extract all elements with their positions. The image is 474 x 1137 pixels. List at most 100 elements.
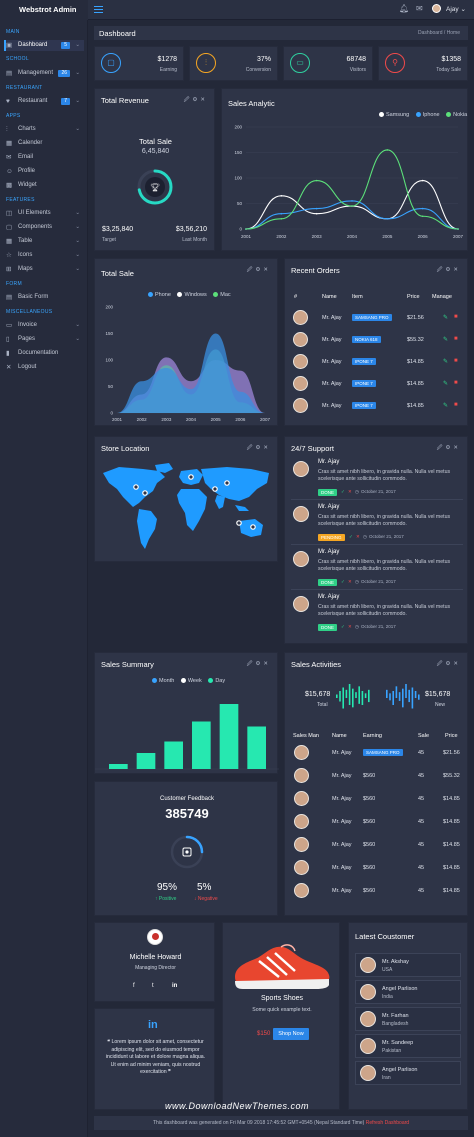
- check-icon[interactable]: ✓: [341, 624, 345, 629]
- panel-tools[interactable]: 🖉︎⚙︎✕: [436, 267, 461, 273]
- sidebar-item-table[interactable]: ▦ Table ⌄: [4, 236, 84, 247]
- panel-tools[interactable]: 🖉︎⚙︎✕: [436, 661, 461, 667]
- edit-icon[interactable]: ✎: [443, 403, 449, 409]
- breadcrumb[interactable]: Dashboard / Home: [418, 30, 460, 36]
- map-marker[interactable]: [212, 486, 218, 492]
- chevron-down-icon: ⌄: [75, 126, 80, 132]
- linkedin-icon[interactable]: in: [148, 1019, 158, 1031]
- sidebar-item-dashboard[interactable]: ▣ Dashboard 5 ⌄: [4, 40, 84, 51]
- delete-icon[interactable]: ■: [454, 336, 458, 342]
- sidebar-item-label: Components: [18, 224, 53, 230]
- linkedin-small-icon[interactable]: in: [172, 983, 178, 989]
- close-icon[interactable]: ✕: [356, 534, 360, 539]
- negative-label-text: Negative: [197, 896, 218, 902]
- panel-tools[interactable]: 🖉︎⚙︎✕: [183, 97, 208, 103]
- edit-icon[interactable]: ✎: [443, 337, 449, 343]
- edit-icon[interactable]: ✎: [443, 359, 449, 365]
- sidebar-item-calender[interactable]: ▦ Calender: [4, 138, 84, 149]
- sidebar-item-ui-elements[interactable]: ◫ UI Elements ⌄: [4, 208, 84, 219]
- shop-now-button[interactable]: Shop Now: [273, 1028, 309, 1040]
- chevron-down-icon: ⌄: [75, 70, 80, 76]
- delete-icon[interactable]: ■: [454, 380, 458, 386]
- status-badge[interactable]: DONE: [318, 579, 338, 586]
- sidebar-item-label: Widget: [18, 182, 37, 188]
- sidebar-item-profile[interactable]: ☺ Profile: [4, 166, 84, 177]
- order-name: Mr. Ajay: [322, 315, 342, 321]
- sidebar-item-widget[interactable]: ▩ Widget: [4, 180, 84, 191]
- delete-icon[interactable]: ■: [454, 358, 458, 364]
- map-marker[interactable]: [142, 490, 148, 496]
- map-marker[interactable]: [133, 484, 139, 490]
- status-badge[interactable]: PENDING: [318, 534, 345, 541]
- sidebar-item-components[interactable]: ▢ Components ⌄: [4, 222, 84, 233]
- status-badge[interactable]: DONE: [318, 489, 338, 496]
- user-name[interactable]: Ajay ⌄: [446, 6, 466, 13]
- salesman-name: Mr. Ajay: [332, 842, 352, 848]
- delete-icon[interactable]: ■: [454, 314, 458, 320]
- mail-icon[interactable]: ✉: [416, 4, 423, 13]
- x-tick-label: 2003: [161, 417, 172, 422]
- sidebar-item-pages[interactable]: ▯ Pages ⌄: [4, 334, 84, 345]
- sidebar-item-icons[interactable]: ☆ Icons ⌄: [4, 250, 84, 261]
- store-location-panel: Store Location 🖉︎⚙︎✕: [94, 436, 278, 562]
- sidebar-item-invoice[interactable]: ▭ Invoice ⌄: [4, 320, 84, 331]
- panel-tools[interactable]: 🖉︎⚙︎✕: [246, 267, 271, 273]
- bar: [247, 726, 266, 769]
- sidebar-item-maps[interactable]: ⊞ Maps ⌄: [4, 264, 84, 275]
- customer-item[interactable]: Angel Parlison Iran: [355, 1061, 461, 1085]
- sidebar-section-restaurant: RESTAURANT: [6, 85, 43, 91]
- earning-value: $560: [363, 773, 376, 779]
- edit-icon[interactable]: ✎: [443, 315, 449, 321]
- sidebar-item-documentation[interactable]: ▮ Documentation: [4, 348, 84, 359]
- x-tick-label: 2005: [382, 234, 393, 239]
- panel-title: Sales Analytic: [228, 99, 275, 108]
- check-icon[interactable]: ✓: [341, 489, 345, 494]
- salesman-name: Mr. Ajay: [332, 865, 352, 871]
- refresh-dashboard-link[interactable]: Refresh Dashboard: [365, 1120, 410, 1126]
- sidebar-item-email[interactable]: ✉ Email: [4, 152, 84, 163]
- column-header: Manage: [432, 294, 452, 300]
- sidebar-item-restaurant[interactable]: ♥ Restaurant 7 ⌄: [4, 96, 84, 107]
- edit-icon[interactable]: ✎: [443, 381, 449, 387]
- chevron-down-icon: ⌄: [75, 322, 80, 328]
- customer-item[interactable]: Mr. Akshay USA: [355, 953, 461, 977]
- delete-icon[interactable]: ■: [454, 402, 458, 408]
- world-map[interactable]: [99, 463, 275, 559]
- sidebar-item-management[interactable]: ▤ Management 26 ⌄: [4, 68, 84, 79]
- panel-tools[interactable]: 🖉︎⚙︎✕: [246, 661, 271, 667]
- close-icon[interactable]: ✕: [348, 489, 352, 494]
- check-icon[interactable]: ✓: [341, 579, 345, 584]
- panel-tools[interactable]: 🖉︎⚙︎✕: [246, 445, 271, 451]
- customer-country: Pakistan: [382, 1048, 402, 1054]
- map-marker[interactable]: [188, 474, 194, 480]
- twitter-icon[interactable]: t: [152, 983, 154, 989]
- customer-item[interactable]: Mr. Sandeep Pakistan: [355, 1034, 461, 1058]
- brand-title[interactable]: Webstrot Admin: [0, 0, 88, 20]
- map-marker[interactable]: [224, 480, 230, 486]
- calendar-icon: ▦: [6, 140, 13, 147]
- earning-value: $560: [363, 819, 376, 825]
- customer-item[interactable]: Mr. Farhan Bangladesh: [355, 1007, 461, 1031]
- y-tick-label: 100: [105, 358, 113, 363]
- map-marker[interactable]: [236, 520, 242, 526]
- check-icon[interactable]: ✓: [349, 534, 353, 539]
- menu-toggle-icon[interactable]: [94, 6, 103, 13]
- customer-item[interactable]: Angel Parlison India: [355, 980, 461, 1004]
- sidebar-item-charts[interactable]: ⫶ Charts ⌄: [4, 124, 84, 135]
- status-badge[interactable]: DONE: [318, 624, 338, 631]
- feedback-title: Customer Feedback: [159, 796, 215, 802]
- sidebar-item-logout[interactable]: ✕ Logout: [4, 362, 84, 373]
- close-icon[interactable]: ✕: [348, 624, 352, 629]
- panel-tools[interactable]: 🖉︎⚙︎✕: [436, 445, 461, 451]
- total-label: Total: [317, 702, 328, 708]
- sidebar-item-basic-form[interactable]: ▤ Basic Form: [4, 292, 84, 303]
- close-icon[interactable]: ✕: [348, 579, 352, 584]
- sidebar-item-label: Documentation: [18, 350, 59, 356]
- map-marker[interactable]: [250, 524, 256, 530]
- bell-icon[interactable]: 🔔︎: [399, 4, 410, 13]
- x-tick-label: 2004: [186, 417, 197, 422]
- item-tag: SAMSANG PRO: [352, 314, 392, 321]
- user-avatar[interactable]: [432, 4, 441, 13]
- facebook-icon[interactable]: f: [133, 983, 135, 989]
- clock-icon: ◷: [355, 624, 359, 629]
